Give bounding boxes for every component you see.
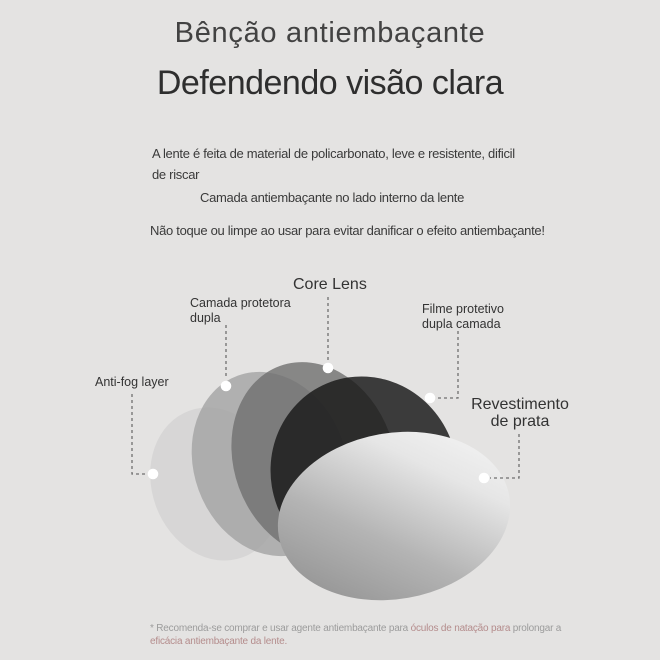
marker-dot-anti-fog [147,468,159,480]
label-silver-coating: Revestimento de prata [471,396,569,430]
footer-disclaimer: * Recomenda-se comprar e usar agente ant… [150,623,570,648]
marker-dot-protective-film [424,392,436,404]
label-protective-film: Filme protetivo dupla camada [422,302,504,331]
marker-dot-core-lens [322,362,334,374]
label-protective-coating: Camada protetora dupla [190,296,291,325]
label-core-lens: Core Lens [293,276,367,293]
footer-text-gray-1: * Recomenda-se comprar e usar agente ant… [150,623,411,634]
label-anti-fog: Anti-fog layer [95,375,169,389]
footer-text-highlight-2: eficácia antiembaçante da lente. [150,635,288,647]
marker-dot-silver-coating [478,472,490,484]
footer-text-gray-2: prolongar a [510,623,562,634]
page-subtitle: Defendendo visão clara [156,64,504,102]
marker-dot-protective-coating [220,380,232,392]
footer-text-highlight-1: óculos de natação para [410,623,511,634]
intro-text-line-2: de riscar [152,167,200,182]
silver-coating-ellipse [277,431,511,601]
connector-protective-film [437,331,459,399]
connector-anti-fog [131,394,146,475]
intro-text-line-1: A lente é feita de material de policarbo… [152,146,515,161]
page-title: Bênção antiembaçante [174,17,486,49]
connector-silver-coating [490,434,520,479]
intro-text-line-4: Não toque ou limpe ao usar para evitar d… [150,223,545,238]
intro-text-line-3: Camada antiembaçante no lado interno da … [200,190,465,205]
